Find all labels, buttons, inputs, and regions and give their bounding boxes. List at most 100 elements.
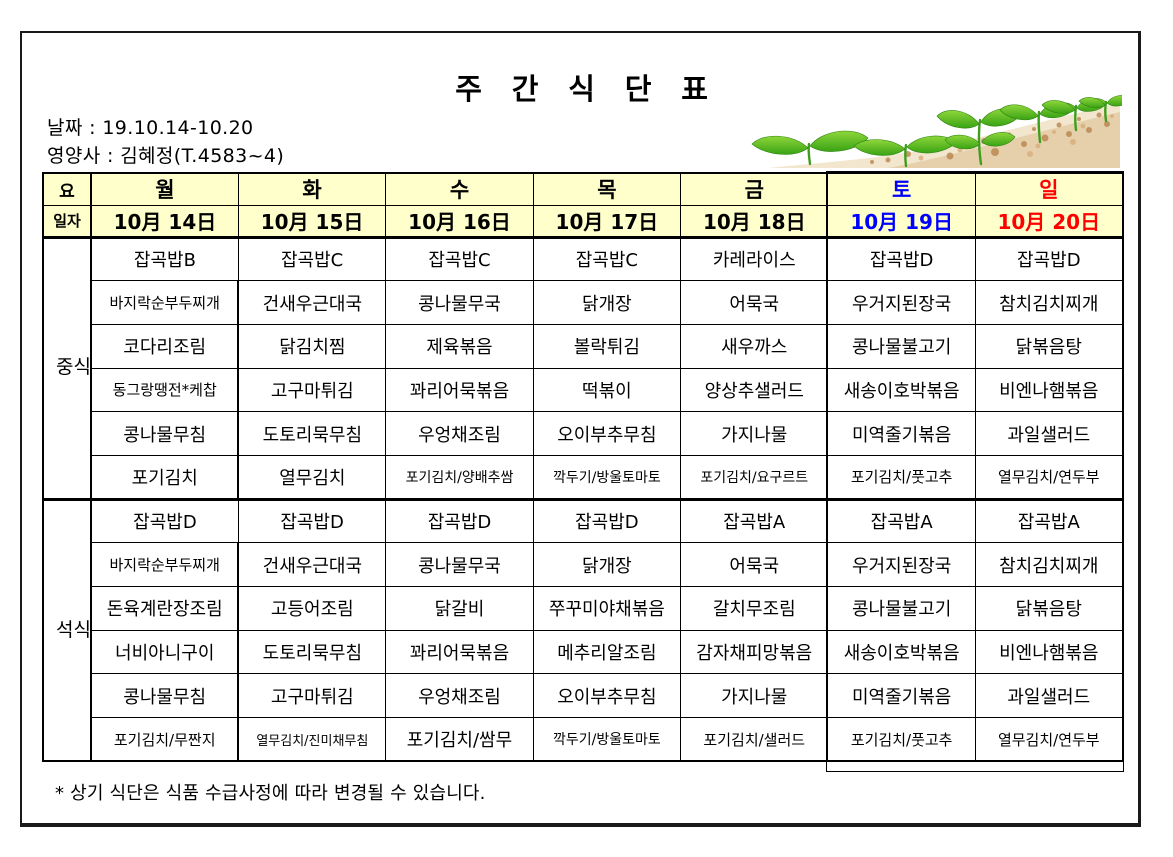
seedling-2 [853,135,957,168]
seedling-1 [751,130,869,166]
dinner-item-day0-row2: 돈육계란장조림 [90,586,240,631]
lunch-item-day0-row4: 콩나물무침 [90,411,240,456]
lunch-item-day2-row3: 꽈리어묵볶음 [385,367,534,413]
dietitian-info: 영양사 : 김혜정(T.4583~4) [47,145,285,167]
lunch-item-day3-row0: 잡곡밥C [532,236,682,282]
lunch-item-day5-row5: 포기김치/풋고추 [827,454,976,500]
dinner-item-day1-row4: 고구마튀김 [237,673,387,719]
dinner-row-4: 콩나물무침 고구마튀김 우엉채조림 오이부추무침 가지나물 미역줄기볶음 과일샐러드 [43,673,1124,719]
weekday-1: 화 [237,172,387,206]
dinner-item-day4-row2: 갈치무조림 [680,586,829,631]
lunch-item-day5-row0: 잡곡밥D [827,236,976,282]
lunch-item-day0-row2: 코다리조림 [90,323,240,369]
dinner-item-day4-row3: 감자채피망볶음 [680,629,829,675]
dinner-item-day6-row3: 비엔나햄볶음 [974,629,1124,675]
lunch-item-day4-row1: 어묵국 [680,280,829,325]
lunch-item-day3-row2: 볼락튀김 [532,323,682,369]
lunch-item-day0-row1: 바지락순부두찌개 [90,280,240,325]
dinner-item-day0-row1: 바지락순부두찌개 [90,542,240,587]
dinner-item-day6-row5: 열무김치/연두부 [974,717,1124,762]
lunch-item-day2-row2: 제육볶음 [385,323,534,369]
corner-date-label: 일자 [42,204,92,239]
dinner-item-day2-row3: 꽈리어묵볶음 [385,629,534,675]
dinner-item-day2-row4: 우엉채조림 [385,673,534,719]
dinner-item-day0-row3: 너비아니구이 [90,629,240,675]
lunch-item-day4-row0: 카레라이스 [680,236,829,282]
lunch-item-day4-row4: 가지나물 [680,411,829,456]
weekday-6: 일 [974,172,1124,206]
lunch-item-day1-row0: 잡곡밥C [237,236,387,282]
seedling-6 [1078,95,1122,123]
lunch-item-day2-row0: 잡곡밥C [385,236,534,282]
dinner-item-day1-row3: 도토리묵무침 [237,629,387,675]
lunch-item-day5-row4: 미역줄기볶음 [827,411,976,456]
dinner-item-day4-row4: 가지나물 [680,673,829,719]
dinner-item-day3-row4: 오이부추무침 [532,673,682,719]
dinner-item-day2-row5: 포기김치/쌈무 [385,717,534,762]
lunch-item-day1-row4: 도토리묵무침 [237,411,387,456]
date-2: 10月 16日 [385,204,534,239]
dinner-item-day5-row4: 미역줄기볶음 [827,673,976,719]
lunch-item-day4-row5: 포기김치/요구르트 [680,454,829,500]
lunch-item-day5-row3: 새송이호박볶음 [827,367,976,413]
date-row: 일자 10月 14日 10月 15日 10月 16日 10月 17日 10月 18日 10… [42,204,1124,239]
lunch-item-day6-row3: 비엔나햄볶음 [974,367,1124,413]
lunch-item-day6-row0: 잡곡밥D [974,236,1124,282]
lunch-item-day6-row4: 과일샐러드 [974,411,1124,456]
lunch-item-day3-row4: 오이부추무침 [532,411,682,456]
dinner-item-day1-row5: 열무김치/진미채무침 [237,717,387,762]
lunch-row-1: 바지락순부두찌개 건새우근대국 콩나물무국 닭개장 어묵국 우거지된장국 참치김치찌개 [43,280,1124,325]
dinner-row-0: 석식 잡곡밥D 잡곡밥D 잡곡밥D 잡곡밥D 잡곡밥A 잡곡밥A 잡곡밥A [42,497,1124,762]
dinner-item-day2-row1: 콩나물무국 [385,542,534,587]
weekday-0: 월 [90,172,239,206]
weekday-4: 금 [680,172,829,206]
dinner-item-day6-row1: 참치김치찌개 [974,542,1124,587]
dinner-item-day5-row0: 잡곡밥A [827,497,976,544]
lunch-item-day6-row1: 참치김치찌개 [974,280,1124,325]
weekday-3: 목 [532,172,682,206]
seedlings-illustration [751,95,1122,168]
lunch-section-label: 중식 [42,236,92,500]
dinner-item-day3-row5: 깍두기/방울토마토 [532,717,682,762]
dinner-item-day5-row5: 포기김치/풋고추 [827,717,976,762]
lunch-item-day3-row1: 닭개장 [532,280,682,325]
dinner-item-day5-row3: 새송이호박볶음 [827,629,976,675]
dinner-row-2: 돈육계란장조림 고등어조림 닭갈비 쭈꾸미야채볶음 갈치무조림 콩나물불고기 닭볶음탕 [43,586,1124,631]
dinner-item-day3-row0: 잡곡밥D [532,497,682,544]
lunch-item-day6-row2: 닭볶음탕 [974,323,1124,369]
dinner-row-3: 너비아니구이 도토리묵무침 꽈리어묵볶음 메추리알조림 감자채피망볶음 새송이호박볶음 비엔… [43,629,1124,675]
dinner-item-day6-row0: 잡곡밥A [974,497,1124,544]
dinner-item-day3-row1: 닭개장 [532,542,682,587]
page-title: 주 간 식 단 표 [455,72,718,106]
lunch-item-day1-row5: 열무김치 [237,454,387,500]
date-range: 날짜 : 19.10.14-10.20 [47,117,254,139]
lunch-item-day4-row3: 양상추샐러드 [680,367,829,413]
dinner-item-day4-row0: 잡곡밥A [680,497,829,544]
dinner-item-day6-row2: 닭볶음탕 [974,586,1124,631]
weekday-5: 토 [827,172,976,206]
lunch-row-0: 중식 잡곡밥B 잡곡밥C 잡곡밥C 잡곡밥C 카레라이스 잡곡밥D 잡곡밥D [42,236,1124,500]
date-4: 10月 18日 [680,204,829,239]
date-5: 10月 19日 [827,204,976,239]
dinner-item-day5-row2: 콩나물불고기 [827,586,976,631]
dinner-item-day2-row0: 잡곡밥D [385,497,534,544]
lunch-item-day1-row3: 고구마튀김 [237,367,387,413]
dinner-item-day4-row5: 포기김치/샐러드 [680,717,829,762]
lunch-item-day0-row3: 동그랑땡전*케찹 [90,367,240,413]
dinner-item-day0-row5: 포기김치/무짠지 [90,717,240,762]
lunch-item-day2-row5: 포기김치/양배추쌈 [385,454,534,500]
date-1: 10月 15日 [237,204,387,239]
lunch-item-day2-row1: 콩나물무국 [385,280,534,325]
lunch-item-day3-row5: 깍두기/방울토마토 [532,454,682,500]
lunch-item-day6-row5: 열무김치/연두부 [974,454,1124,500]
dinner-item-day3-row2: 쭈꾸미야채볶음 [532,586,682,631]
dinner-row-5: 포기김치/무짠지 열무김치/진미채무침 포기김치/쌈무 깍두기/방울토마토 포기김치/샐… [43,717,1124,762]
footer-note: * 상기 식단은 식품 수급사정에 따라 변경될 수 있습니다. [55,783,486,804]
dinner-item-day5-row1: 우거지된장국 [827,542,976,587]
dinner-item-day6-row4: 과일샐러드 [974,673,1124,719]
dinner-item-day4-row1: 어묵국 [680,542,829,587]
date-0: 10月 14日 [90,204,239,239]
lunch-item-day0-row5: 포기김치 [90,454,240,500]
lunch-item-day5-row1: 우거지된장국 [827,280,976,325]
corner-day-label: 요 [42,172,92,206]
